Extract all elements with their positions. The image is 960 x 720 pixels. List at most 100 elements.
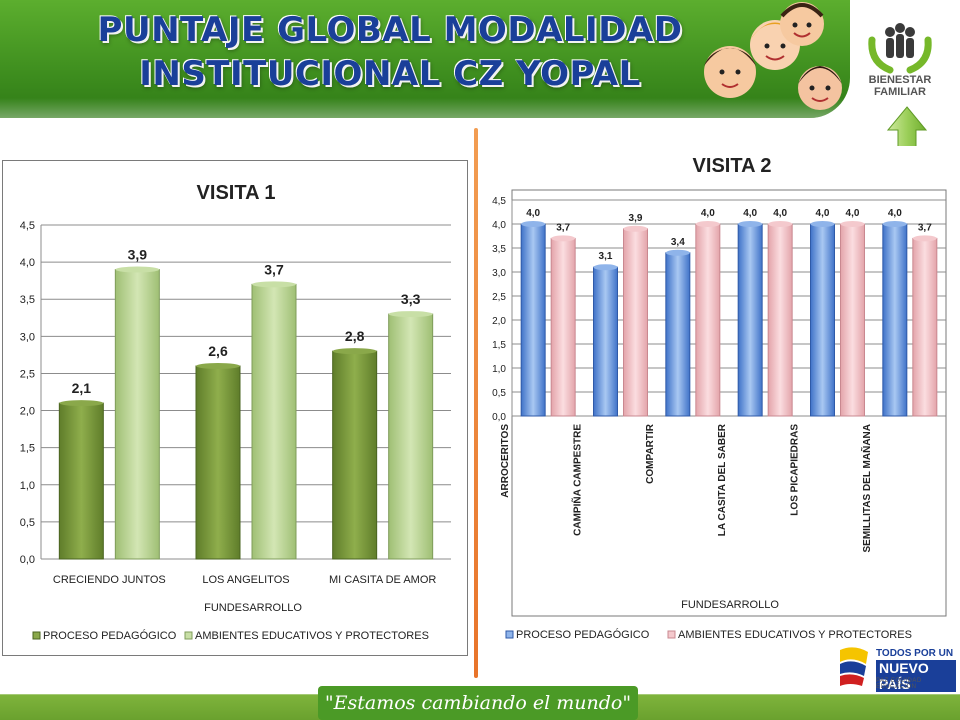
bar-cap bbox=[551, 235, 576, 242]
data-label: 3,4 bbox=[671, 237, 685, 248]
y-tick-label: 2,5 bbox=[20, 368, 35, 380]
chart-2-y-axis: 0,0 0,5 1,0 1,5 2,0 2,5 3,0 3,5 4,0 4,5 bbox=[492, 196, 506, 423]
y-tick-label: 1,0 bbox=[492, 364, 506, 375]
bar-proceso bbox=[810, 223, 835, 417]
bar-cap bbox=[768, 221, 793, 227]
bar-cap bbox=[59, 400, 104, 407]
logo-text: BIENESTAR FAMILIAR bbox=[850, 74, 950, 98]
bar-proceso bbox=[737, 223, 763, 417]
chart-2-title: VISITA 2 bbox=[693, 155, 772, 177]
gov-line-2: NUEVO PAÍS bbox=[876, 660, 956, 692]
chart-2-x-axis: ARROCERITOS CAMPIÑA CAMPESTRE COMPARTIR LA … bbox=[500, 423, 873, 552]
bar-cap bbox=[196, 363, 240, 370]
kid-face-4 bbox=[798, 66, 842, 110]
kids-illustration bbox=[704, 2, 842, 110]
y-tick-label: 1,5 bbox=[20, 443, 35, 455]
data-label: 2,1 bbox=[72, 380, 92, 396]
y-tick-label: 3,0 bbox=[492, 268, 506, 279]
chart-2-data-labels: 4,0 3,7 3,1 3,9 3,4 4,0 4,0 4,0 4,0 4,0 4,0 3,7 bbox=[526, 208, 932, 262]
chart-visita-1: VISITA 1 0,0 0,5 1,0 1,5 2,0 2,5 3,0 3,5 4,0 4,5 … bbox=[2, 160, 468, 656]
y-tick-label: 1,0 bbox=[20, 480, 35, 492]
data-label: 3,1 bbox=[599, 251, 613, 262]
bar-cap bbox=[840, 221, 865, 227]
y-tick-label: 4,5 bbox=[492, 196, 506, 207]
category-label: CRECIENDO JUNTOS bbox=[53, 574, 166, 586]
title-line-2: INSTITUCIONAL CZ YOPAL bbox=[139, 54, 641, 94]
y-tick-label: 2,5 bbox=[492, 292, 506, 303]
chart-1-title: VISITA 1 bbox=[197, 182, 276, 204]
legend-swatch bbox=[667, 630, 676, 639]
category-label: COMPARTIR bbox=[645, 423, 656, 484]
bar-ambientes bbox=[251, 283, 297, 560]
chart-1-legend: PROCESO PEDAGÓGICO AMBIENTES EDUCATIVOS Y… bbox=[32, 629, 429, 642]
data-label: 4,0 bbox=[743, 208, 757, 219]
logo-text-line-2: FAMILIAR bbox=[874, 86, 926, 98]
data-label: 2,8 bbox=[345, 328, 365, 344]
chart-1-group-label: FUNDESARROLLO bbox=[204, 602, 302, 614]
chart-visita-1-svg: VISITA 1 0,00,51,01,52,02,53,03,54,04,5 … bbox=[20, 182, 451, 642]
y-tick-label: 2,0 bbox=[20, 406, 35, 418]
legend-label: PROCESO PEDAGÓGICO bbox=[516, 628, 650, 641]
bar-proceso bbox=[882, 223, 908, 417]
bar-ambientes bbox=[388, 313, 434, 560]
bar-cap bbox=[623, 225, 648, 232]
bar-ambientes bbox=[695, 223, 721, 417]
data-label: 4,0 bbox=[701, 208, 715, 219]
bar-cap bbox=[115, 266, 160, 273]
chart-2-plot-frame bbox=[511, 189, 947, 617]
chart-2-group-label: FUNDESARROLLO bbox=[681, 599, 779, 611]
data-label: 3,7 bbox=[918, 222, 932, 233]
data-label: 3,9 bbox=[128, 247, 148, 263]
bar-cap bbox=[738, 221, 763, 227]
category-label: CAMPIÑA CAMPESTRE bbox=[571, 424, 584, 536]
bar-cap bbox=[810, 221, 835, 227]
bar-ambientes bbox=[114, 269, 160, 560]
y-tick-label: 4,0 bbox=[20, 257, 35, 269]
y-tick-label: 3,5 bbox=[492, 244, 506, 255]
chart-visita-2: VISITA 2 0,0 0,5 1,0 1,5 2,0 2,5 3,0 3,5 4,0 4,5 … bbox=[482, 146, 956, 646]
chart-1-x-axis: CRECIENDO JUNTOS LOS ANGELITOS MI CASITA D… bbox=[53, 574, 437, 586]
data-label: 4,0 bbox=[773, 208, 787, 219]
bar-cap bbox=[912, 235, 937, 242]
bar-cap bbox=[332, 348, 377, 355]
chart-1-data-labels: 2,1 3,9 2,6 3,7 2,8 3,3 bbox=[72, 247, 421, 397]
data-label: 3,7 bbox=[264, 261, 284, 277]
y-tick-label: 3,0 bbox=[20, 331, 35, 343]
bar-proceso bbox=[520, 223, 546, 417]
legend-label: AMBIENTES EDUCATIVOS Y PROTECTORES bbox=[195, 630, 429, 642]
data-label: 4,0 bbox=[816, 208, 830, 219]
bar-cap bbox=[882, 221, 907, 227]
vertical-divider bbox=[474, 128, 478, 678]
bar-cap bbox=[665, 249, 690, 256]
bar-cap bbox=[593, 264, 618, 271]
footer-slogan: "Estamos cambiando el mundo" bbox=[318, 686, 638, 720]
bar-proceso bbox=[593, 266, 618, 417]
chart-1-grid bbox=[40, 224, 451, 560]
chart-1-bars bbox=[58, 266, 434, 560]
y-tick-label: 0,5 bbox=[20, 517, 35, 529]
bar-cap bbox=[521, 221, 546, 227]
legend-swatch bbox=[32, 631, 41, 640]
data-label: 3,9 bbox=[629, 213, 643, 224]
category-label: LA CASITA DEL SABER bbox=[717, 423, 728, 536]
chart-2-bars bbox=[520, 221, 938, 417]
y-tick-label: 0,0 bbox=[20, 554, 35, 566]
kid-face-3 bbox=[780, 2, 824, 46]
data-label: 4,0 bbox=[846, 208, 860, 219]
gov-line-1: TODOS POR UN bbox=[876, 648, 954, 659]
legend-swatch bbox=[184, 631, 193, 640]
bar-ambientes bbox=[912, 237, 938, 417]
bar-cap bbox=[252, 281, 296, 288]
bienestar-familiar-logo bbox=[868, 23, 932, 74]
y-tick-label: 3,5 bbox=[20, 294, 35, 306]
chart-1-y-axis: 0,0 0,5 1,0 1,5 2,0 2,5 3,0 3,5 4,0 4,5 bbox=[20, 220, 35, 566]
gov-line-3: PAZ EQUIDAD EDUCACIÓN bbox=[876, 678, 922, 690]
y-tick-label: 4,5 bbox=[20, 220, 35, 232]
legend-swatch bbox=[505, 630, 514, 639]
todos-por-un-nuevo-pais-logo: TODOS POR UN NUEVO PAÍS PAZ EQUIDAD EDUC… bbox=[836, 642, 956, 692]
data-label: 3,3 bbox=[401, 291, 421, 307]
bar-proceso bbox=[58, 402, 104, 560]
category-label: ARROCERITOS bbox=[500, 424, 511, 498]
page-title: PUNTAJE GLOBAL MODALIDAD INSTITUCIONAL C… bbox=[20, 8, 760, 96]
bar-cap bbox=[388, 311, 433, 318]
